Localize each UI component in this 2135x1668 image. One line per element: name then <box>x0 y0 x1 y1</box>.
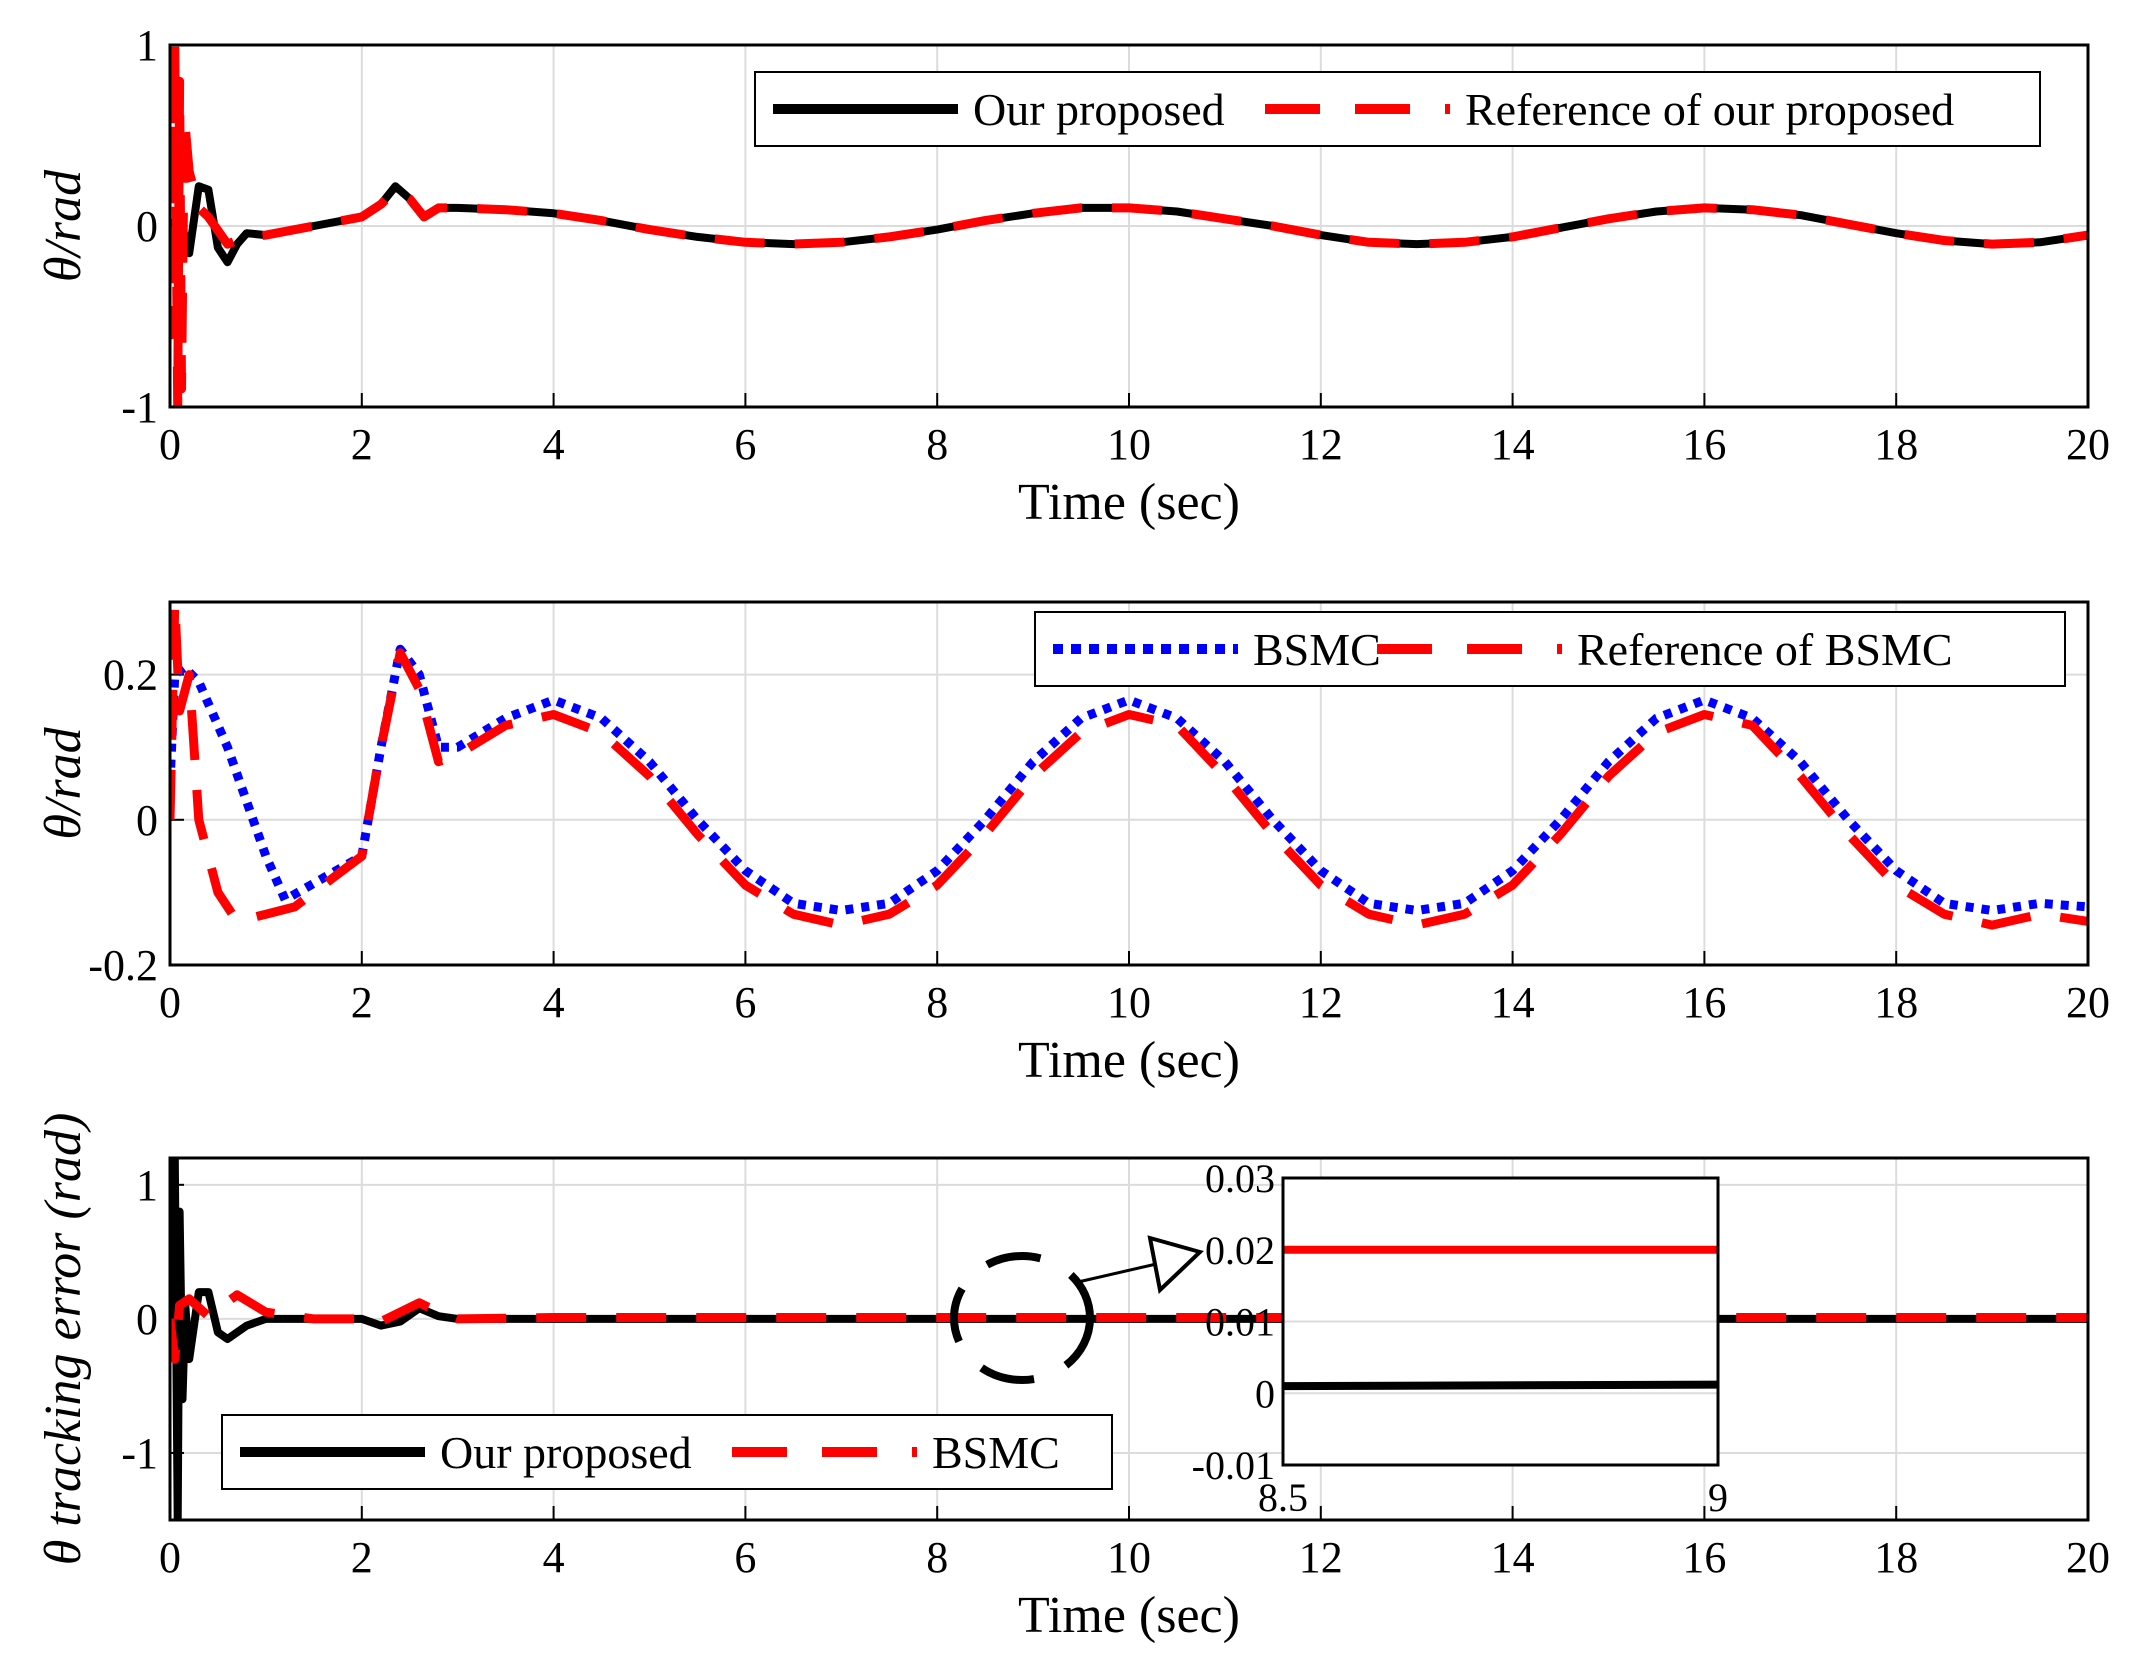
legend-label-1: Our proposed <box>973 84 1225 135</box>
legend-label-1: BSMC <box>1253 624 1381 675</box>
y-tick-label: 1 <box>136 21 158 70</box>
zoom-arrow-head <box>1147 1235 1204 1294</box>
x-tick-label: 20 <box>2066 420 2110 469</box>
y-tick-label: -1 <box>121 383 158 432</box>
inset-y-tick-label: -0.01 <box>1192 1443 1275 1488</box>
x-tick-label: 12 <box>1299 420 1343 469</box>
x-tick-label: 4 <box>543 978 565 1027</box>
x-tick-label: 16 <box>1682 1533 1726 1582</box>
y-axis-label: θ tracking error (rad) <box>35 1113 92 1566</box>
y-tick-label: 0.2 <box>103 651 158 700</box>
axes-box <box>168 43 2090 409</box>
panel-3: 0 2 4 6 8 10 12 14 16 18 20 -1 0 1 Time (sec) θ trackin… <box>35 1113 2110 1644</box>
inset-x-tick-label: 9 <box>1708 1475 1728 1520</box>
x-tick-label: 10 <box>1107 420 1151 469</box>
x-tick-label: 18 <box>1874 1533 1918 1582</box>
axes-box <box>168 600 2090 967</box>
x-axis-label: Time (sec) <box>1018 1587 1240 1644</box>
legend-label-2: Reference of BSMC <box>1577 624 1953 675</box>
y-tick-label: 0 <box>136 796 158 845</box>
x-tick-label: 6 <box>734 1533 756 1582</box>
x-tick-label: 16 <box>1682 978 1726 1027</box>
x-tick-label: 4 <box>543 1533 565 1582</box>
x-tick-label: 18 <box>1874 978 1918 1027</box>
x-tick-label: 0 <box>159 420 181 469</box>
x-tick-label: 20 <box>2066 1533 2110 1582</box>
x-tick-label: 6 <box>734 420 756 469</box>
x-tick-label: 14 <box>1491 1533 1535 1582</box>
y-tick-label: 0 <box>136 1295 158 1344</box>
inset-box <box>1281 1176 1720 1467</box>
y-axis-label: θ/rad <box>35 169 92 282</box>
x-tick-label: 18 <box>1874 420 1918 469</box>
axes-box <box>168 1156 2090 1522</box>
zoom-circle <box>950 1252 1094 1384</box>
inset-series-line-1 <box>1282 1380 1719 1391</box>
legend: Our proposed Reference of our proposed <box>754 71 2041 147</box>
x-tick-label: 6 <box>734 978 756 1027</box>
legend: Our proposed BSMC <box>221 1414 1113 1490</box>
x-tick-label: 8 <box>926 978 948 1027</box>
y-tick-label: 1 <box>136 1161 158 1210</box>
x-tick-label: 2 <box>351 978 373 1027</box>
series-line-2 <box>170 602 2088 930</box>
legend-label-2: Reference of our proposed <box>1465 84 1954 135</box>
x-axis-label: Time (sec) <box>1018 474 1240 531</box>
x-tick-label: 14 <box>1491 420 1535 469</box>
x-tick-label: 8 <box>926 1533 948 1582</box>
x-tick-label: 20 <box>2066 978 2110 1027</box>
y-axis-label: θ/rad <box>35 726 92 839</box>
zoom-arrow-line <box>1077 1260 1166 1284</box>
x-tick-label: 2 <box>351 1533 373 1582</box>
y-tick-label: -1 <box>121 1429 158 1478</box>
legend-label-2: BSMC <box>932 1427 1060 1478</box>
x-tick-label: 2 <box>351 420 373 469</box>
inset-y-tick-label: 0.02 <box>1205 1228 1275 1273</box>
x-tick-label: 12 <box>1299 1533 1343 1582</box>
x-tick-label: 0 <box>159 1533 181 1582</box>
x-tick-label: 10 <box>1107 978 1151 1027</box>
inset-zoom: -0.01 0 0.01 0.02 0.03 8.5 9 <box>1192 1156 1728 1520</box>
x-tick-label: 0 <box>159 978 181 1027</box>
x-tick-label: 12 <box>1299 978 1343 1027</box>
inset-y-tick-label: 0 <box>1255 1371 1275 1416</box>
x-tick-label: 16 <box>1682 420 1726 469</box>
y-tick-label: 0 <box>136 202 158 251</box>
series-line-1 <box>170 644 2088 915</box>
inset-x-tick-label: 8.5 <box>1258 1475 1308 1520</box>
legend: BSMC Reference of BSMC <box>1034 611 2066 687</box>
legend-label-1: Our proposed <box>440 1427 692 1478</box>
x-tick-label: 4 <box>543 420 565 469</box>
y-tick-label: -0.2 <box>88 941 158 990</box>
x-axis-label: Time (sec) <box>1018 1032 1240 1089</box>
inset-y-tick-label: 0.03 <box>1205 1156 1275 1201</box>
x-tick-label: 8 <box>926 420 948 469</box>
inset-y-tick-label: 0.01 <box>1205 1300 1275 1345</box>
x-tick-label: 10 <box>1107 1533 1151 1582</box>
x-tick-label: 14 <box>1491 978 1535 1027</box>
series-line-2 <box>170 45 2088 407</box>
